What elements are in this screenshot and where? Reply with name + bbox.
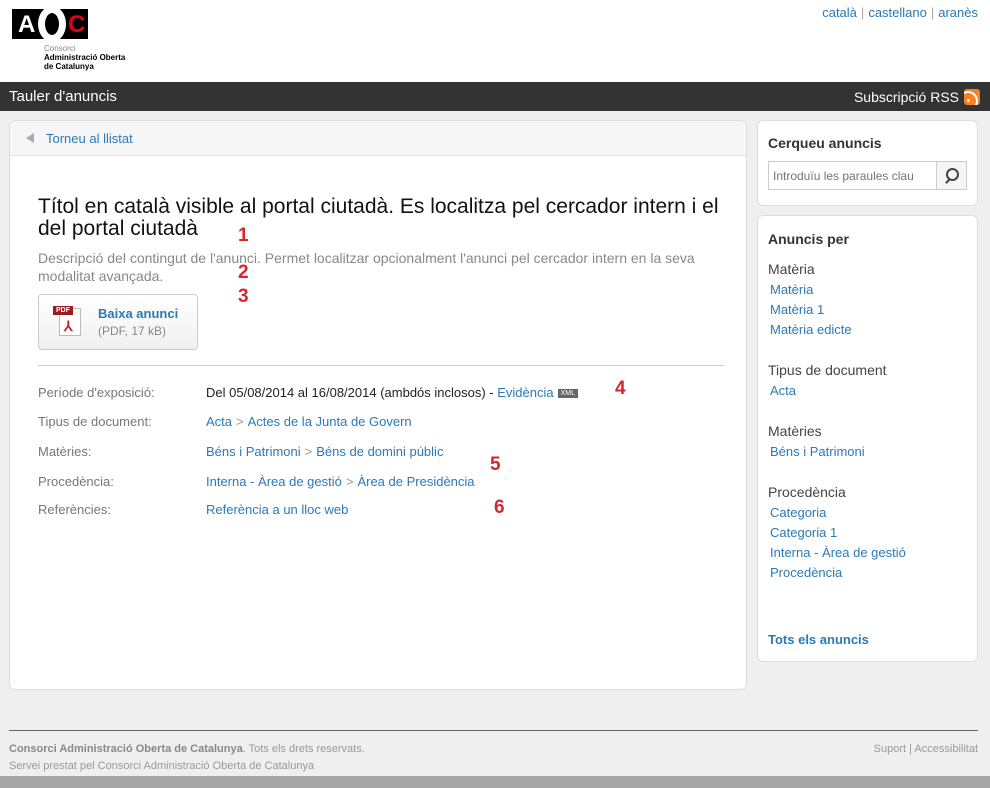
download-size: (PDF, 17 kB) — [98, 324, 167, 338]
annotation-6: 6 — [494, 497, 505, 518]
announcement-description: Descripció del contingut de l'anunci. Pe… — [38, 250, 695, 284]
group-title: Matèries — [768, 423, 822, 439]
filter-group-origin: Procedència Categoria Categoria 1 Interna … — [768, 484, 967, 583]
all-announcements-link[interactable]: Tots els anuncis — [768, 632, 869, 647]
lang-aranes[interactable]: aranès — [938, 5, 978, 20]
filter-link[interactable]: Categoria — [770, 505, 827, 520]
submatter-link[interactable]: Béns de domini públic — [316, 444, 444, 459]
matter-link[interactable]: Béns i Patrimoni — [206, 444, 301, 459]
back-to-list-link[interactable]: Torneu al llistat — [10, 121, 746, 156]
download-label: Baixa anunci — [98, 306, 179, 321]
bottom-bar — [0, 776, 990, 788]
accessibility-link[interactable]: Accessibilitat — [914, 743, 978, 755]
group-title: Procedència — [768, 484, 846, 500]
filter-link[interactable]: Categoria 1 — [770, 525, 838, 540]
annotation-1: 1 — [238, 225, 249, 246]
lang-castellano[interactable]: castellano — [868, 5, 927, 20]
xml-badge[interactable]: XML — [557, 389, 579, 399]
annotation-3: 3 — [238, 286, 249, 307]
footer-service: Servei prestat pel Consorci Administraci… — [9, 760, 315, 772]
field-period: Període d'exposició: Del 05/08/2014 al 1… — [38, 385, 579, 400]
filter-link[interactable]: Acta — [770, 383, 797, 398]
search-title: Cerqueu anuncis — [768, 135, 882, 151]
logo-line: Administració Oberta — [44, 53, 126, 62]
search-input[interactable] — [769, 162, 936, 189]
search-box: Cerqueu anuncis — [757, 120, 978, 206]
filter-link[interactable]: Béns i Patrimoni — [770, 444, 865, 459]
group-title: Matèria — [768, 261, 815, 277]
field-label: Període d'exposició: — [38, 385, 155, 400]
logo-line: de Catalunya — [44, 62, 94, 71]
field-label: Procedència: — [38, 474, 114, 489]
doc-type-link[interactable]: Acta — [206, 414, 233, 429]
field-doc-type: Tipus de document: Acta > Actes de la Junt… — [38, 414, 412, 429]
evidence-link[interactable]: Evidència — [497, 385, 554, 400]
announcement-title: Títol en català visible al portal ciutad… — [38, 195, 719, 240]
filter-link[interactable]: Matèria 1 — [770, 302, 825, 317]
footer-rights: . Tots els drets reservats. — [242, 743, 365, 755]
filter-link[interactable]: Procedència — [770, 565, 843, 580]
announcement-panel: Torneu al llistat Títol en català visibl… — [9, 120, 747, 690]
logo-line: Consorci — [44, 44, 76, 53]
footer: Consorci Administració Oberta de Catalun… — [9, 730, 978, 772]
arrow-left-icon — [26, 133, 34, 143]
filter-title: Anuncis per — [768, 231, 849, 247]
lang-catala[interactable]: català — [822, 5, 857, 20]
annotation-4: 4 — [615, 378, 626, 399]
language-selector: català | castellano | aranès — [822, 5, 978, 20]
field-label: Matèries: — [38, 444, 92, 459]
pdf-icon: PDF ⅄ — [53, 306, 83, 338]
annotation-5: 5 — [490, 454, 501, 475]
field-label: Referències: — [38, 502, 111, 517]
origin-link[interactable]: Interna - Àrea de gestió — [206, 474, 342, 489]
download-button[interactable]: PDF ⅄ Baixa anunci (PDF, 17 kB) — [38, 294, 198, 350]
divider — [38, 365, 724, 366]
filter-link[interactable]: Matèria edicte — [770, 322, 852, 337]
back-label[interactable]: Torneu al llistat — [46, 130, 133, 146]
annotation-2: 2 — [238, 262, 249, 283]
filter-link[interactable]: Interna - Àrea de gestió — [770, 545, 906, 560]
rss-subscription-link[interactable]: Subscripció RSS — [854, 89, 980, 105]
field-matters: Matèries: Béns i Patrimoni > Béns de domin… — [38, 444, 444, 459]
footer-org: Consorci Administració Oberta de Catalun… — [9, 743, 243, 755]
suborigin-link[interactable]: Àrea de Presidència — [357, 474, 475, 489]
filter-group-doc-type: Tipus de document Acta — [768, 362, 967, 401]
search-icon[interactable] — [936, 162, 966, 189]
rss-label: Subscripció RSS — [853, 89, 959, 105]
support-link[interactable]: Suport — [873, 743, 907, 755]
section-title: Tauler d'anuncis — [9, 88, 117, 105]
rss-icon — [964, 89, 980, 105]
filter-link[interactable]: Matèria — [770, 282, 814, 297]
group-title: Tipus de document — [768, 362, 887, 378]
title-bar: Tauler d'anuncis Subscripció RSS — [0, 82, 990, 111]
filter-group-materia: Matèria Matèria Matèria 1 Matèria edicte — [768, 261, 967, 340]
field-origin: Procedència: Interna - Àrea de gestió > Àr… — [38, 474, 475, 489]
field-references: Referències: Referència a un lloc web — [38, 502, 348, 517]
field-label: Tipus de document: — [38, 414, 152, 429]
filter-box: Anuncis per Matèria Matèria Matèria 1 Matè… — [757, 215, 978, 662]
period-value: Del 05/08/2014 al 16/08/2014 (ambdós inc… — [206, 385, 498, 400]
reference-link[interactable]: Referència a un lloc web — [206, 502, 349, 517]
doc-subtype-link[interactable]: Actes de la Junta de Govern — [247, 414, 412, 429]
filter-group-matters: Matèries Béns i Patrimoni — [768, 423, 967, 462]
